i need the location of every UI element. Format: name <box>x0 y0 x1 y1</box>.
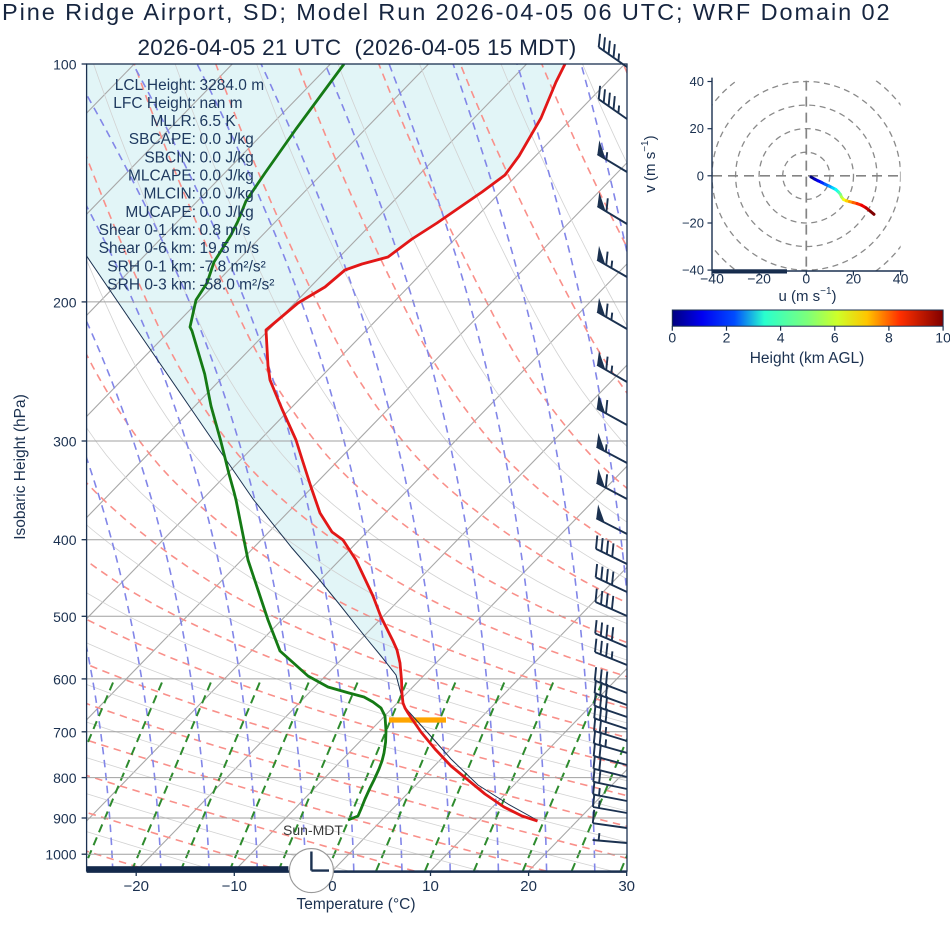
svg-text:SRH 0-1 km:: SRH 0-1 km: <box>107 258 196 275</box>
svg-text:6.5 K: 6.5 K <box>200 113 237 130</box>
svg-text:20: 20 <box>846 271 862 287</box>
svg-text:nan m: nan m <box>200 95 243 112</box>
svg-text:30: 30 <box>618 878 635 895</box>
svg-text:Shear 0-1 km:: Shear 0-1 km: <box>99 222 196 239</box>
svg-text:0.8 m/s: 0.8 m/s <box>200 222 251 239</box>
svg-text:−40: −40 <box>682 263 704 278</box>
svg-text:0.0 J/kg: 0.0 J/kg <box>200 149 254 166</box>
svg-text:1000: 1000 <box>45 847 76 863</box>
svg-text:0: 0 <box>668 330 676 346</box>
svg-text:40: 40 <box>893 271 909 287</box>
svg-text:−10: −10 <box>222 878 247 895</box>
svg-text:300: 300 <box>53 434 77 450</box>
svg-text:0.0 J/kg: 0.0 J/kg <box>200 131 254 148</box>
svg-text:Pine Ridge Airport, SD; Model: Pine Ridge Airport, SD; Model Run 2026-0… <box>2 0 892 25</box>
svg-text:0: 0 <box>697 168 704 183</box>
svg-text:3284.0 m: 3284.0 m <box>200 77 265 94</box>
svg-text:Isobaric Height (hPa): Isobaric Height (hPa) <box>12 394 29 540</box>
svg-text:4: 4 <box>777 330 785 346</box>
svg-text:8: 8 <box>885 330 893 346</box>
svg-text:Sun-MDT: Sun-MDT <box>283 822 343 838</box>
svg-text:2: 2 <box>723 330 731 346</box>
svg-text:800: 800 <box>53 770 77 786</box>
svg-text:MLCAPE:: MLCAPE: <box>128 168 196 185</box>
svg-text:0: 0 <box>802 271 810 287</box>
svg-text:19.5 m/s: 19.5 m/s <box>200 240 260 257</box>
svg-text:−20: −20 <box>123 878 148 895</box>
svg-text:-58.0 m²/s²: -58.0 m²/s² <box>200 276 275 293</box>
svg-text:MLLR:: MLLR: <box>150 113 196 130</box>
svg-text:−20: −20 <box>682 216 704 231</box>
svg-text:LCL Height:: LCL Height: <box>115 77 196 94</box>
svg-text:2026-04-05 21 UTC (2026-04-05: 2026-04-05 21 UTC (2026-04-05 15 MDT) <box>137 35 576 60</box>
svg-text:MUCAPE:: MUCAPE: <box>125 204 196 221</box>
svg-text:900: 900 <box>53 811 77 827</box>
svg-text:0.0 J/kg: 0.0 J/kg <box>200 186 254 203</box>
svg-text:6: 6 <box>831 330 839 346</box>
svg-text:0.0 J/kg: 0.0 J/kg <box>200 168 254 185</box>
svg-text:MLCIN:: MLCIN: <box>143 186 196 203</box>
svg-text:20: 20 <box>520 878 537 895</box>
svg-text:Height (km AGL): Height (km AGL) <box>750 350 865 367</box>
svg-text:100: 100 <box>53 57 77 73</box>
svg-text:SBCAPE:: SBCAPE: <box>129 131 196 148</box>
svg-text:SRH 0-3 km:: SRH 0-3 km: <box>107 276 196 293</box>
svg-text:400: 400 <box>53 532 77 548</box>
svg-text:0: 0 <box>328 878 336 895</box>
svg-text:10: 10 <box>422 878 439 895</box>
svg-text:600: 600 <box>53 671 77 687</box>
svg-text:LFC Height:: LFC Height: <box>113 95 196 112</box>
svg-text:500: 500 <box>53 609 77 625</box>
svg-text:-7.8 m²/s²: -7.8 m²/s² <box>200 258 266 275</box>
svg-text:−20: −20 <box>747 271 771 287</box>
svg-text:40: 40 <box>690 74 704 89</box>
svg-text:Temperature (°C): Temperature (°C) <box>296 896 415 913</box>
svg-text:Shear 0-6 km:: Shear 0-6 km: <box>99 240 196 257</box>
svg-text:700: 700 <box>53 724 77 740</box>
svg-text:10: 10 <box>935 330 950 346</box>
svg-text:20: 20 <box>690 121 704 136</box>
svg-text:200: 200 <box>53 294 77 310</box>
svg-text:0.0 J/kg: 0.0 J/kg <box>200 204 254 221</box>
svg-text:SBCIN:: SBCIN: <box>144 149 196 166</box>
